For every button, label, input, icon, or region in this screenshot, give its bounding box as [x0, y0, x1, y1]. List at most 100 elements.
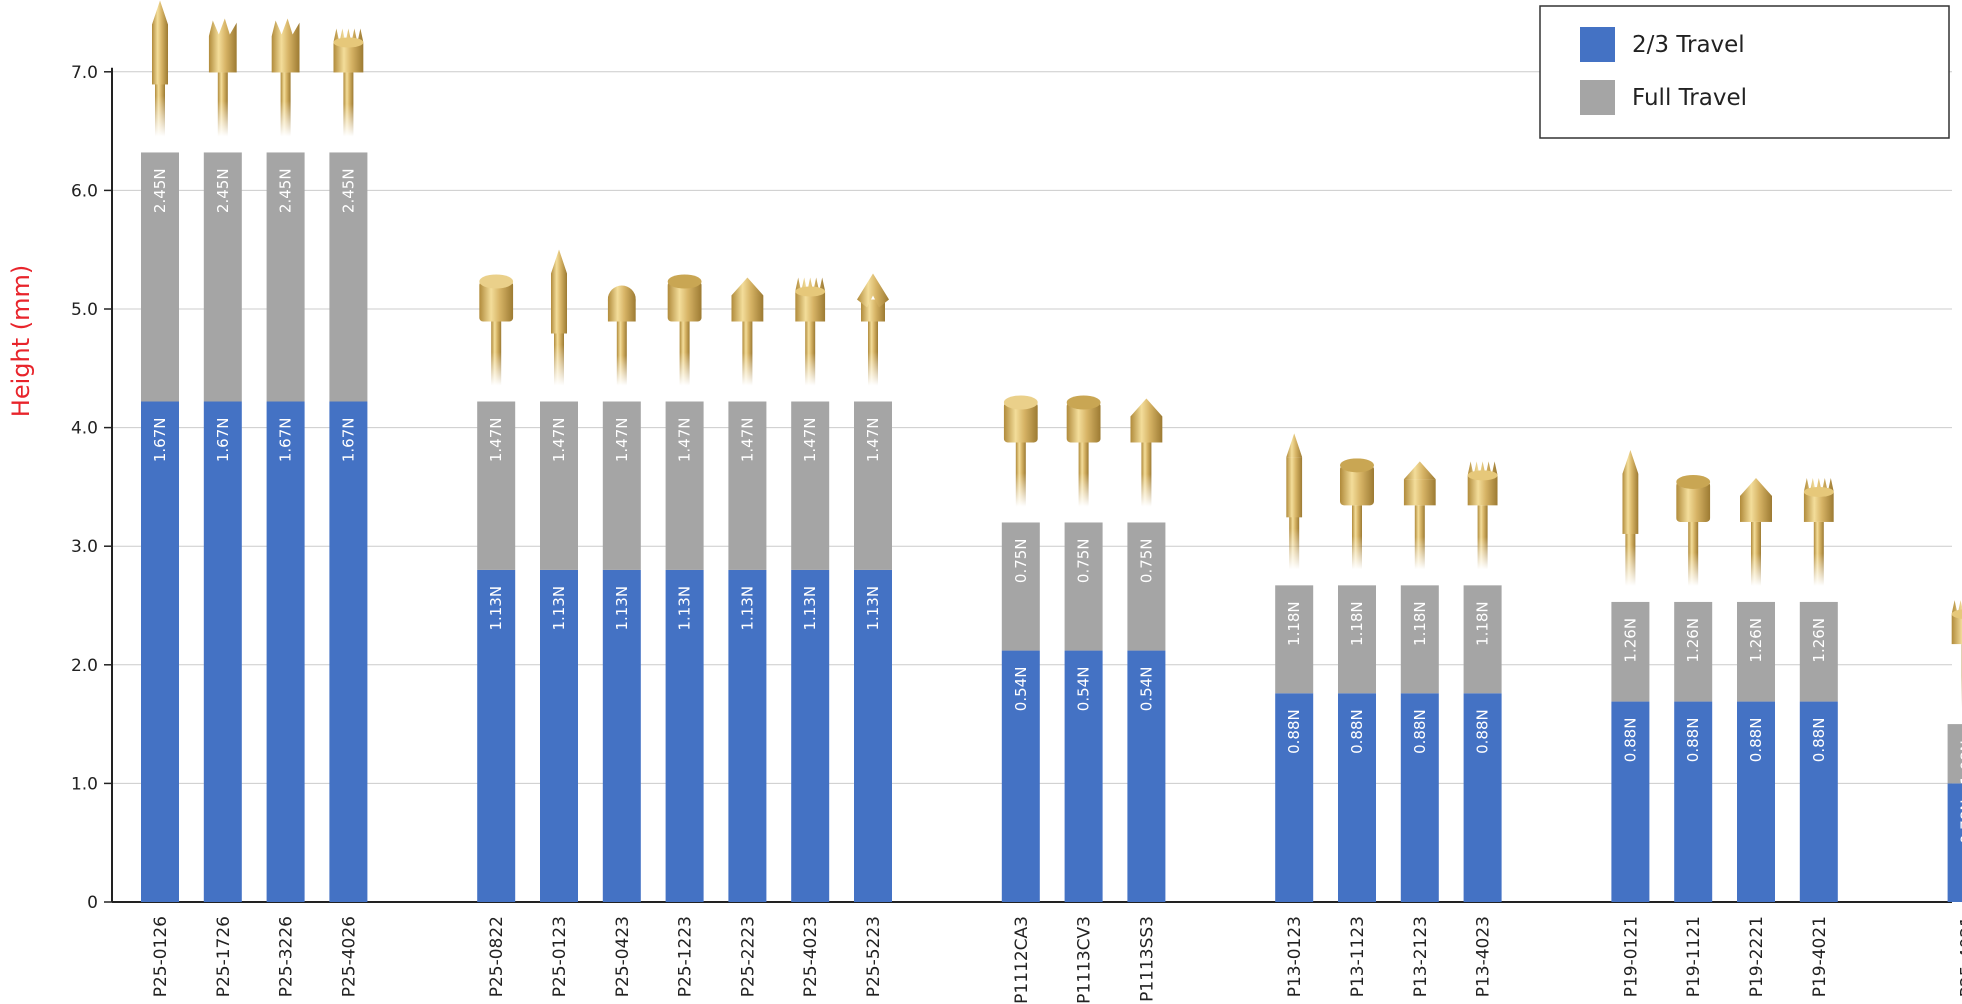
bar-two-thirds-travel: [791, 569, 830, 902]
bar-full-travel: [791, 401, 830, 570]
bar-two-thirds-travel: [1674, 701, 1713, 902]
bar-label-full: 1.47N: [676, 418, 694, 463]
y-axis-label: Height (mm): [7, 265, 35, 417]
bar-label-full: 0.75N: [1137, 538, 1155, 583]
bar-label-two-thirds: 1.13N: [487, 586, 505, 631]
x-tick-label: P25-0822: [487, 916, 507, 997]
bar-label-two-thirds: 1.13N: [550, 586, 568, 631]
bar-two-thirds-travel: [728, 569, 767, 902]
y-tick-label: 4.0: [71, 419, 98, 439]
bar-two-thirds-travel: [602, 569, 641, 902]
x-tick-label: P25-1223: [676, 916, 696, 997]
bar-two-thirds-travel: [540, 569, 578, 902]
bar-label-full: 1.18N: [1348, 601, 1366, 646]
bar-label-full: 2.45N: [339, 168, 357, 213]
bar-label-two-thirds: 1.13N: [738, 586, 756, 631]
bar-two-thirds-travel: [329, 401, 368, 902]
legend-label-full: Full Travel: [1632, 85, 1747, 111]
serrated-crown-icon: [1467, 461, 1498, 570]
flat-head-icon: [479, 274, 514, 386]
bars: 1.67N 2.45N 1.67N 2.45N 1.67N 2.45N 1.67N 2.45N…: [141, 152, 1962, 902]
bar-two-thirds-travel: [1338, 693, 1376, 902]
category-labels: P25-0126 P25-1726 P25-3226 P25-4026 P25-0822…: [151, 916, 1962, 1004]
bar-label-full: 1.26N: [1747, 618, 1765, 663]
bar-label-two-thirds: 0.88N: [1621, 718, 1639, 763]
bar-two-thirds-travel: [665, 569, 704, 902]
star-head-icon: [857, 273, 889, 386]
bar-full-travel: [1799, 601, 1838, 702]
x-tick-label: P1112CA3: [1012, 916, 1032, 1004]
x-tick-label: P25-5223: [864, 916, 884, 997]
bar-two-thirds-travel: [1611, 701, 1650, 902]
bar-full-travel: [1737, 601, 1775, 702]
flat-head-icon: [1003, 395, 1038, 507]
legend-box: [1539, 5, 1950, 139]
cone-head-icon: [1403, 461, 1436, 570]
bar-two-thirds-travel: [477, 569, 516, 902]
bar-full-travel: [1400, 585, 1439, 694]
bar-label-two-thirds: 1.67N: [277, 418, 295, 463]
bar-label-two-thirds: 0.88N: [1810, 718, 1828, 763]
bar-full-travel: [141, 152, 179, 402]
x-tick-label: P25-1726: [214, 916, 234, 997]
bar-label-full: 0.75N: [1075, 538, 1093, 583]
bar-label-full: 1.26N: [1810, 618, 1828, 663]
y-tick-label: 3.0: [71, 537, 98, 557]
bar-label-full: 1.26N: [1684, 618, 1702, 663]
x-tick-label: P25-2223: [738, 916, 758, 997]
probe-tips: [152, 0, 1962, 709]
y-tick-label: 6.0: [71, 181, 98, 201]
crown-icon: [208, 18, 237, 137]
cone-head-icon: [731, 277, 764, 386]
round-head-icon: [607, 285, 636, 386]
cup-head-icon: [1066, 395, 1101, 507]
bar-full-travel: [854, 401, 892, 570]
x-tick-label: P25-4021: [1958, 916, 1962, 997]
bar-full-travel: [1611, 601, 1650, 702]
cup-head-icon: [1340, 458, 1374, 570]
bar-label-two-thirds: 0.88N: [1411, 709, 1429, 754]
x-tick-label: P25-4026: [339, 916, 359, 997]
x-tick-label: P1113CV3: [1075, 916, 1095, 1004]
bar-label-two-thirds: 1.67N: [214, 418, 232, 463]
cup-head-icon: [1676, 474, 1711, 586]
bar-label-two-thirds: 0.54N: [1137, 667, 1155, 712]
bar-full-travel: [329, 152, 368, 402]
bar-two-thirds-travel: [1064, 650, 1103, 902]
bar-label-full: 2.45N: [214, 168, 232, 213]
cup-head-icon: [667, 274, 702, 386]
bar-full-travel: [1127, 522, 1166, 651]
bar-full-travel: [728, 401, 767, 570]
legend-label-two-thirds: 2/3 Travel: [1632, 32, 1745, 58]
x-tick-label: P25-0123: [550, 916, 570, 997]
bar-full-travel: [477, 401, 516, 570]
bar-label-two-thirds: 1.67N: [339, 418, 357, 463]
bar-label-full: 1.18N: [1285, 601, 1303, 646]
y-tick-label: 0: [87, 893, 98, 913]
bar-label-two-thirds: 0.54N: [1075, 667, 1093, 712]
bar-label-two-thirds: 0.88N: [1474, 709, 1492, 754]
bar-label-full: 1.47N: [550, 418, 568, 463]
legend-swatch-two-thirds: [1580, 27, 1615, 62]
y-tick-label: 2.0: [71, 656, 98, 676]
bar-label-two-thirds: 1.13N: [801, 586, 819, 631]
legend: 2/3 Travel Full Travel: [1539, 5, 1950, 139]
y-tick-label: 5.0: [71, 300, 98, 320]
bar-label-full: 2.45N: [277, 168, 295, 213]
bar-label-full: 1.18N: [1474, 601, 1492, 646]
x-tick-label: P19-4021: [1810, 916, 1830, 997]
bar-label-full: 1.47N: [801, 418, 819, 463]
y-tick-label: 1.0: [71, 774, 98, 794]
bar-label-full: 1.26N: [1621, 618, 1639, 663]
bar-two-thirds-travel: [854, 569, 892, 902]
cone-head-icon: [1740, 477, 1772, 586]
x-tick-label: P13-2123: [1411, 916, 1431, 997]
x-tick-label: P25-0423: [613, 916, 633, 997]
spear-icon: [1286, 433, 1303, 570]
y-tick-label: 7.0: [71, 63, 98, 83]
bar-full-travel: [1947, 724, 1962, 784]
bar-full-travel: [1674, 601, 1713, 702]
bar-label-two-thirds: 1.13N: [864, 586, 882, 631]
bar-two-thirds-travel: [1737, 701, 1775, 902]
